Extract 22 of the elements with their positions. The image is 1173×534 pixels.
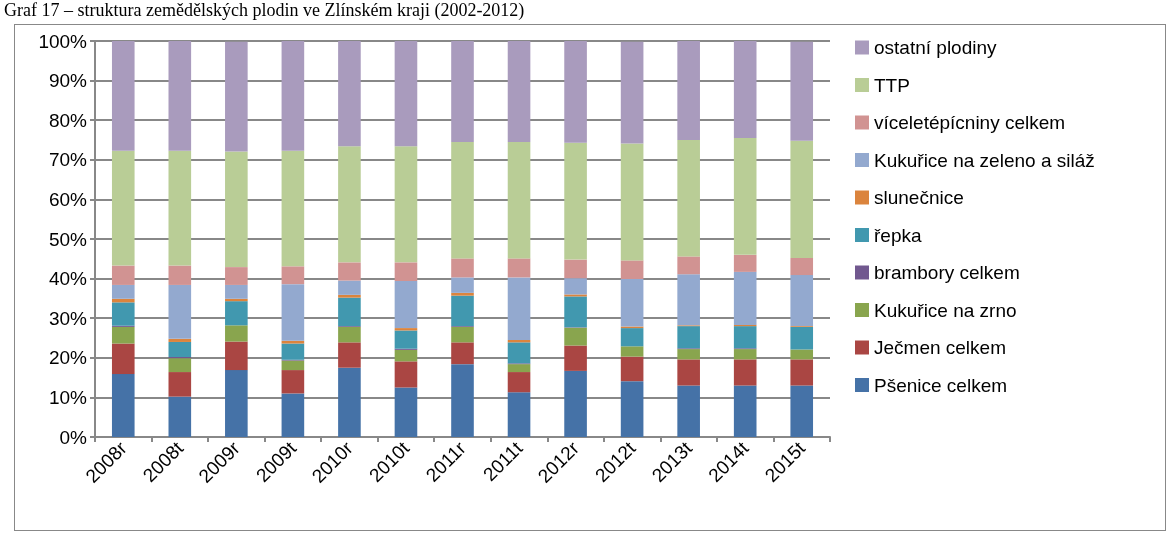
legend-label: slunečnice — [874, 187, 964, 208]
legend-label: TTP — [874, 74, 910, 96]
legend-label: Pšenice celkem — [874, 374, 1008, 396]
y-tick-label: 0% — [59, 426, 88, 448]
legend-label: Kukuřice na zeleno a siláž — [874, 149, 1095, 171]
y-tick-label: 30% — [48, 307, 88, 329]
y-tick-label: 80% — [48, 109, 88, 131]
y-tick-label: 90% — [48, 70, 88, 92]
y-tick-label: 100% — [38, 30, 88, 52]
legend-label: Ječmen celkem — [874, 337, 1006, 358]
y-tick-label: 60% — [48, 188, 88, 210]
y-tick-label: 50% — [48, 228, 88, 250]
y-tick-label: 40% — [48, 268, 88, 290]
chart-title: Graf 17 – struktura zemědělských plodin ve Zlínském kraji (2002-2012) — [4, 0, 525, 21]
legend-label: ostatní plodiny — [874, 37, 998, 58]
y-tick-label: 20% — [48, 347, 88, 369]
legend-label: brambory celkem — [874, 262, 1020, 283]
legend-label: řepka — [874, 224, 922, 246]
y-tick-label: 70% — [48, 149, 88, 171]
y-tick-label: 10% — [48, 386, 88, 408]
legend-label: Kukuřice na zrno — [874, 299, 1017, 321]
legend-label: víceletépícniny celkem — [874, 112, 1066, 133]
